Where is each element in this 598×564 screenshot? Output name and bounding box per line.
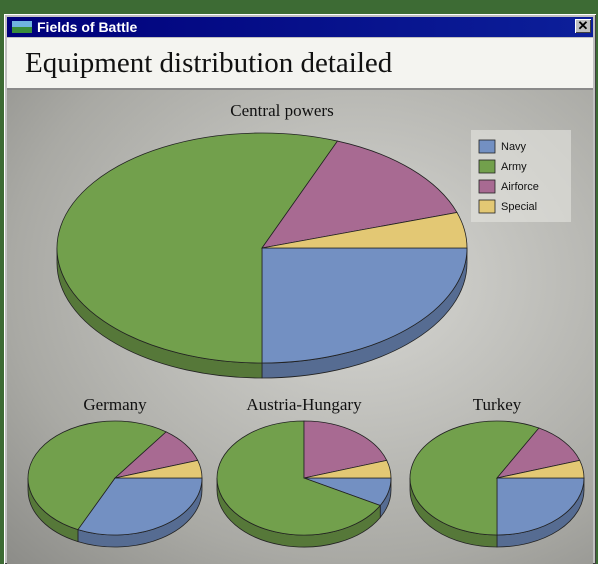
chart-title: Turkey [473, 395, 522, 414]
legend-label: Special [501, 201, 537, 213]
slice-top [497, 478, 584, 535]
charts: Central powers Navy Army Airforce Special Ger… [7, 90, 593, 564]
chart-title: Austria-Hungary [246, 395, 362, 414]
window: Fields of Battle ✕ Equipment distributio… [4, 14, 596, 564]
slice [262, 248, 467, 378]
screen: {"window_title": "Fields of Battle", "he… [0, 0, 598, 564]
slice [497, 478, 584, 547]
legend-swatch [479, 140, 495, 153]
legend-swatch [479, 160, 495, 173]
chart-title: Central powers [230, 101, 333, 120]
legend-swatch [479, 200, 495, 213]
chart-title: Germany [83, 395, 147, 414]
close-button[interactable]: ✕ [575, 19, 591, 33]
title-bar: Fields of Battle ✕ [7, 17, 593, 37]
app-icon [12, 21, 32, 33]
heading: Equipment distribution detailed [7, 38, 593, 90]
window-title: Fields of Battle [37, 19, 137, 35]
legend-swatch [479, 180, 495, 193]
legend-label: Navy [501, 141, 527, 153]
legend-label: Army [501, 161, 527, 173]
slice-top [262, 248, 467, 363]
legend-label: Airforce [501, 181, 539, 193]
content: Central powers Navy Army Airforce Special Ger… [7, 90, 593, 564]
